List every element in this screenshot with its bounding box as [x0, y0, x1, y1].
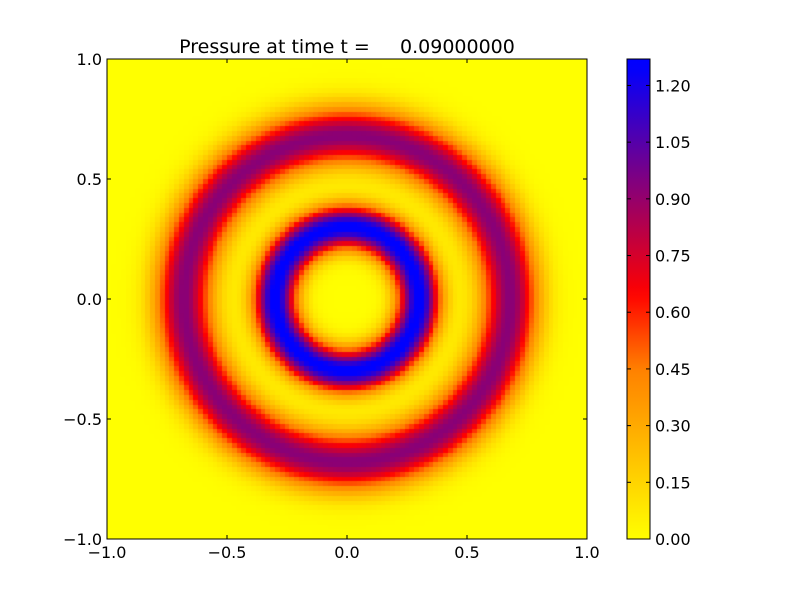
pressure-heatmap — [107, 59, 587, 539]
y-tick-label: 0.5 — [77, 170, 102, 189]
x-tick-label: 0.0 — [334, 543, 359, 562]
colorbar-gradient — [627, 59, 650, 539]
chart-title: Pressure at time t = 0.09000000 — [179, 36, 515, 58]
y-tick-label: −1.0 — [63, 530, 102, 549]
heatmap-plot — [106, 58, 588, 540]
y-tick-label: 1.0 — [77, 50, 102, 69]
y-tick-label: −0.5 — [63, 410, 102, 429]
colorbar-tick-label: 0.75 — [655, 247, 691, 266]
colorbar-tick-label: 1.20 — [655, 76, 691, 95]
x-tick-label: −1.0 — [88, 543, 127, 562]
colorbar-tick-label: 0.60 — [655, 303, 691, 322]
colorbar-tick-label: 0.90 — [655, 190, 691, 209]
x-tick-label: 0.5 — [454, 543, 479, 562]
x-tick-label: −0.5 — [208, 543, 247, 562]
colorbar: 0.00 0.15 0.30 0.45 0.60 0.75 0.90 1.05 1.20 — [626, 58, 691, 549]
y-tick-label: 0.0 — [77, 290, 102, 309]
y-axis: −1.0 −0.5 0.0 0.5 1.0 — [63, 50, 587, 549]
colorbar-tick-label: 0.15 — [655, 473, 691, 492]
colorbar-tick-label: 0.00 — [655, 530, 691, 549]
colorbar-ticks: 0.00 0.15 0.30 0.45 0.60 0.75 0.90 1.05 1.20 — [627, 76, 691, 549]
colorbar-frame — [626, 58, 651, 540]
colorbar-tick-label: 1.05 — [655, 133, 691, 152]
colorbar-tick-label: 0.30 — [655, 417, 691, 436]
x-axis: −1.0 −0.5 0.0 0.5 1.0 — [88, 59, 600, 562]
x-tick-label: 1.0 — [574, 543, 599, 562]
colorbar-tick-label: 0.45 — [655, 360, 691, 379]
